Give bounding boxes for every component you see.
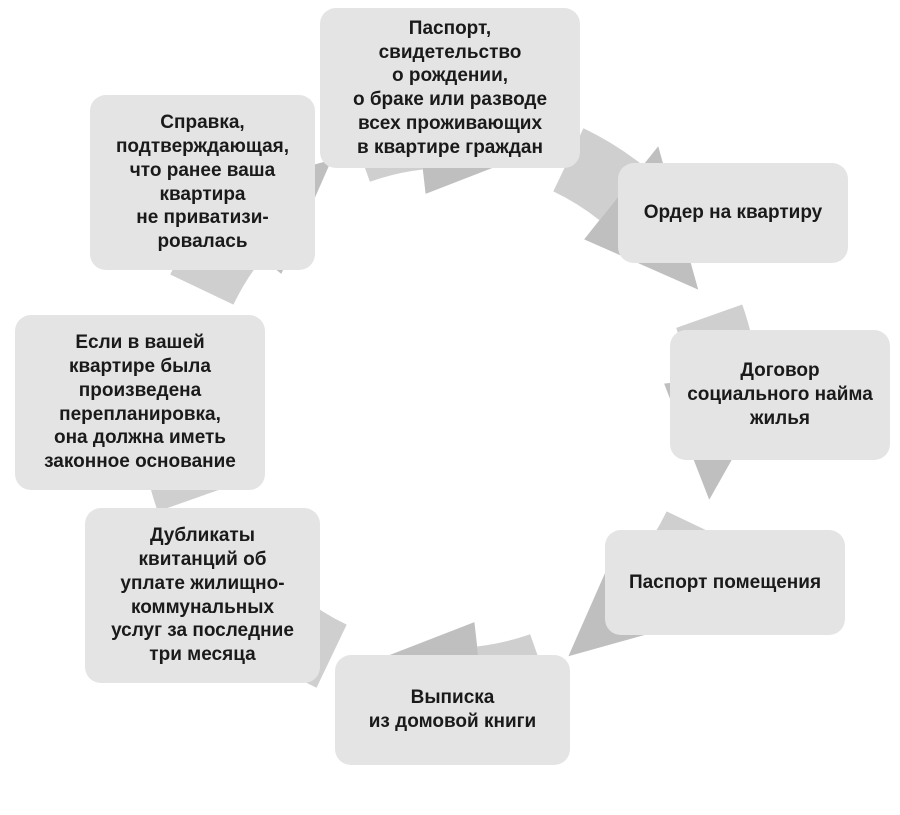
cycle-node-7: Справка, подтверждающая, что ранее ваша … (90, 95, 315, 270)
cycle-diagram: Паспорт, свидетельство о рождении, о бра… (0, 0, 900, 815)
cycle-node-2: Договор социального найма жилья (670, 330, 890, 460)
cycle-node-4: Выписка из домовой книги (335, 655, 570, 765)
cycle-node-3: Паспорт помещения (605, 530, 845, 635)
cycle-node-1: Ордер на квартиру (618, 163, 848, 263)
cycle-node-6: Если в вашей квартире была произведена п… (15, 315, 265, 490)
cycle-node-0: Паспорт, свидетельство о рождении, о бра… (320, 8, 580, 168)
cycle-node-5: Дубликаты квитанций об уплате жилищно- к… (85, 508, 320, 683)
